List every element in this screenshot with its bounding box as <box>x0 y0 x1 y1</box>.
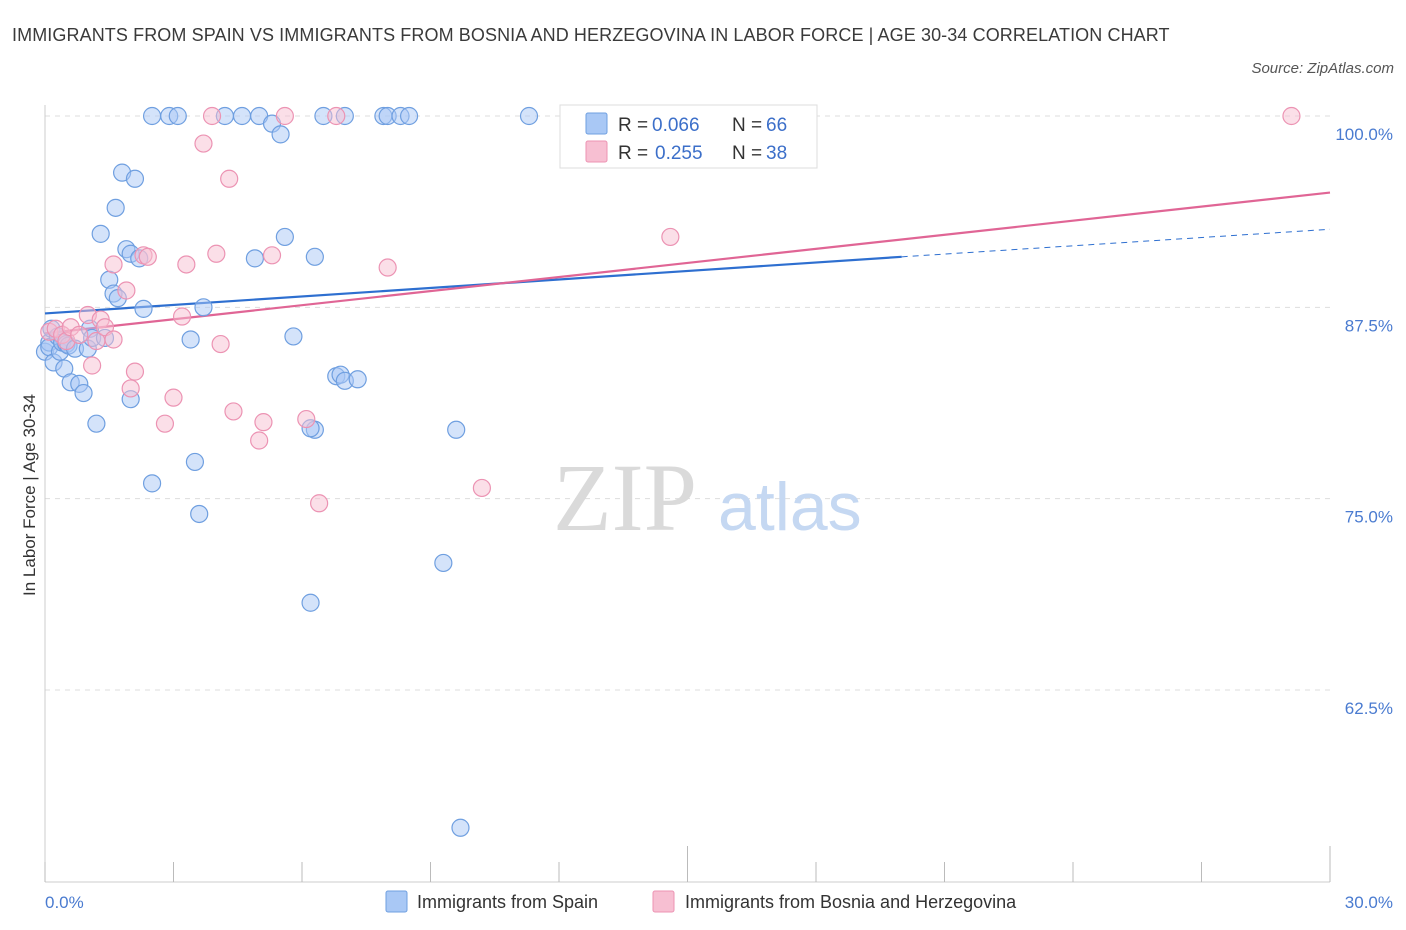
legend-r-label-bosnia: R = <box>618 143 648 164</box>
data-point-spain <box>301 593 320 612</box>
y-tick-label: 100.0% <box>1335 125 1393 144</box>
data-point-spain <box>168 106 187 126</box>
x-tick-labels: 0.0% 30.0% <box>45 893 1393 912</box>
data-point-spain <box>232 106 252 126</box>
data-point-bosnia <box>297 409 316 429</box>
data-point-spain <box>275 227 294 247</box>
data-point-spain <box>271 125 290 144</box>
data-point-bosnia <box>164 388 183 407</box>
data-point-spain <box>451 818 470 837</box>
bottom-legend-label-spain: Immigrants from Spain <box>417 892 598 912</box>
y-tick-label: 87.5% <box>1345 316 1393 335</box>
watermark: ZIP atlas <box>553 444 862 551</box>
data-point-spain <box>106 198 125 217</box>
data-point-bosnia <box>262 246 282 265</box>
data-point-bosnia <box>155 414 175 433</box>
data-point-bosnia <box>472 478 491 498</box>
data-point-bosnia <box>211 334 230 354</box>
y-tick-labels: 100.0% 87.5% 75.0% 62.5% <box>1335 125 1393 718</box>
data-point-bosnia <box>254 413 273 432</box>
data-point-bosnia <box>275 106 294 126</box>
data-point-spain <box>87 414 106 433</box>
watermark-zip: ZIP <box>553 444 697 551</box>
y-tick-label: 62.5% <box>1345 699 1393 718</box>
data-point-spain <box>284 327 303 346</box>
data-point-bosnia <box>202 106 222 126</box>
chart-source: Source: ZipAtlas.com <box>1251 60 1394 77</box>
data-point-bosnia <box>125 362 145 381</box>
data-point-bosnia <box>117 281 136 300</box>
legend-n-label-spain: N = <box>732 115 762 136</box>
data-point-bosnia <box>172 307 192 326</box>
data-point-spain <box>348 370 367 389</box>
data-point-spain <box>91 224 110 243</box>
data-point-spain <box>245 249 264 268</box>
trend-line-spain-extension <box>901 228 1331 258</box>
data-point-bosnia <box>138 247 157 266</box>
legend-n-value-bosnia: 38 <box>766 143 787 164</box>
x-tick-label: 0.0% <box>45 893 84 912</box>
bottom-legend-label-bosnia: Immigrants from Bosnia and Herzegovina <box>685 892 1017 912</box>
data-point-spain <box>181 330 200 349</box>
legend-n-value-spain: 66 <box>766 115 787 136</box>
data-point-spain <box>142 106 162 126</box>
data-point-bosnia <box>207 244 226 263</box>
data-point-bosnia <box>220 169 239 188</box>
chart-title: IMMIGRANTS FROM SPAIN VS IMMIGRANTS FROM… <box>12 25 1170 45</box>
trend-lines <box>44 191 1331 335</box>
bottom-legend-swatch-spain <box>385 890 408 913</box>
data-point-spain <box>194 298 213 317</box>
data-point-bosnia <box>121 379 140 398</box>
trend-line-bosnia <box>44 191 1331 335</box>
data-point-bosnia <box>194 134 213 153</box>
data-point-spain <box>305 247 324 266</box>
data-point-bosnia <box>70 325 89 344</box>
data-point-bosnia <box>104 255 123 274</box>
legend-swatch-spain <box>585 112 608 135</box>
data-point-spain <box>134 299 153 318</box>
data-point-bosnia <box>310 494 329 513</box>
legend-r-label-spain: R = <box>618 115 648 136</box>
data-point-bosnia <box>250 431 269 450</box>
data-point-spain <box>190 504 209 524</box>
data-point-bosnia <box>224 402 243 421</box>
data-point-spain <box>434 553 453 573</box>
data-point-bosnia <box>177 255 196 274</box>
data-point-spain <box>185 452 205 472</box>
data-point-bosnia <box>1282 106 1301 126</box>
data-point-spain <box>399 106 419 126</box>
data-point-spain <box>142 474 162 493</box>
axes <box>44 105 1331 883</box>
data-point-spain <box>74 383 93 403</box>
watermark-atlas: atlas <box>718 469 862 545</box>
data-point-bosnia <box>83 356 102 375</box>
legend: R = 0.066 N = 66 R = 0.255 N = 38 <box>559 104 818 169</box>
data-point-bosnia <box>661 227 680 247</box>
legend-r-value-bosnia: 0.255 <box>655 143 703 164</box>
trend-line-spain <box>44 255 902 315</box>
x-tick-label: 30.0% <box>1345 893 1393 912</box>
data-point-spain <box>125 169 145 188</box>
legend-r-value-spain: 0.066 <box>652 115 700 136</box>
data-point-spain <box>519 106 539 126</box>
data-point-spain <box>447 420 466 439</box>
data-point-bosnia <box>104 330 123 349</box>
grid-lines <box>45 115 1330 691</box>
y-axis-label: In Labor Force | Age 30-34 <box>20 394 39 596</box>
data-point-bosnia <box>327 106 346 126</box>
bottom-legend: Immigrants from Spain Immigrants from Bo… <box>385 890 1017 913</box>
legend-n-label-bosnia: N = <box>732 143 762 164</box>
bottom-legend-swatch-bosnia <box>652 890 675 913</box>
y-tick-label: 75.0% <box>1345 508 1393 527</box>
data-point-bosnia <box>378 258 397 277</box>
data-points <box>35 106 1301 837</box>
legend-swatch-bosnia <box>585 140 608 163</box>
